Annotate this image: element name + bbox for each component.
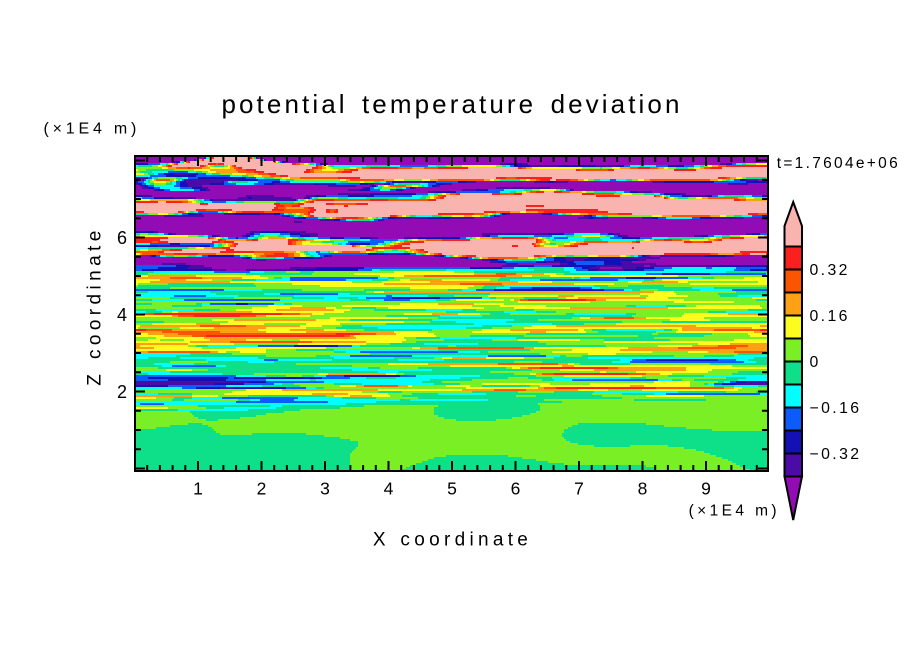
svg-text:4: 4 bbox=[384, 479, 394, 499]
svg-text:0.32: 0.32 bbox=[810, 262, 850, 279]
svg-text:−0.32: −0.32 bbox=[810, 446, 862, 463]
svg-text:3: 3 bbox=[320, 479, 330, 499]
svg-text:X coordinate: X coordinate bbox=[373, 530, 532, 551]
svg-text:6: 6 bbox=[117, 228, 127, 248]
svg-text:4: 4 bbox=[117, 305, 127, 325]
svg-text:6: 6 bbox=[511, 479, 521, 499]
svg-text:−0.16: −0.16 bbox=[810, 400, 862, 417]
svg-text:0: 0 bbox=[810, 354, 821, 371]
svg-text:7: 7 bbox=[574, 479, 584, 499]
svg-text:8: 8 bbox=[638, 479, 648, 499]
svg-text:2: 2 bbox=[117, 382, 127, 402]
svg-text:0.16: 0.16 bbox=[810, 308, 850, 325]
svg-text:9: 9 bbox=[701, 479, 711, 499]
svg-text:t=1.7604e+06: t=1.7604e+06 bbox=[777, 155, 900, 172]
svg-text:2: 2 bbox=[257, 479, 267, 499]
svg-text:(×1E4 m): (×1E4 m) bbox=[689, 503, 780, 520]
svg-text:1: 1 bbox=[193, 479, 203, 499]
svg-text:Z coordinate: Z coordinate bbox=[85, 226, 106, 385]
svg-text:(×1E4 m): (×1E4 m) bbox=[44, 121, 141, 138]
svg-text:5: 5 bbox=[447, 479, 457, 499]
svg-text:potential temperature deviatio: potential temperature deviation bbox=[221, 89, 682, 119]
